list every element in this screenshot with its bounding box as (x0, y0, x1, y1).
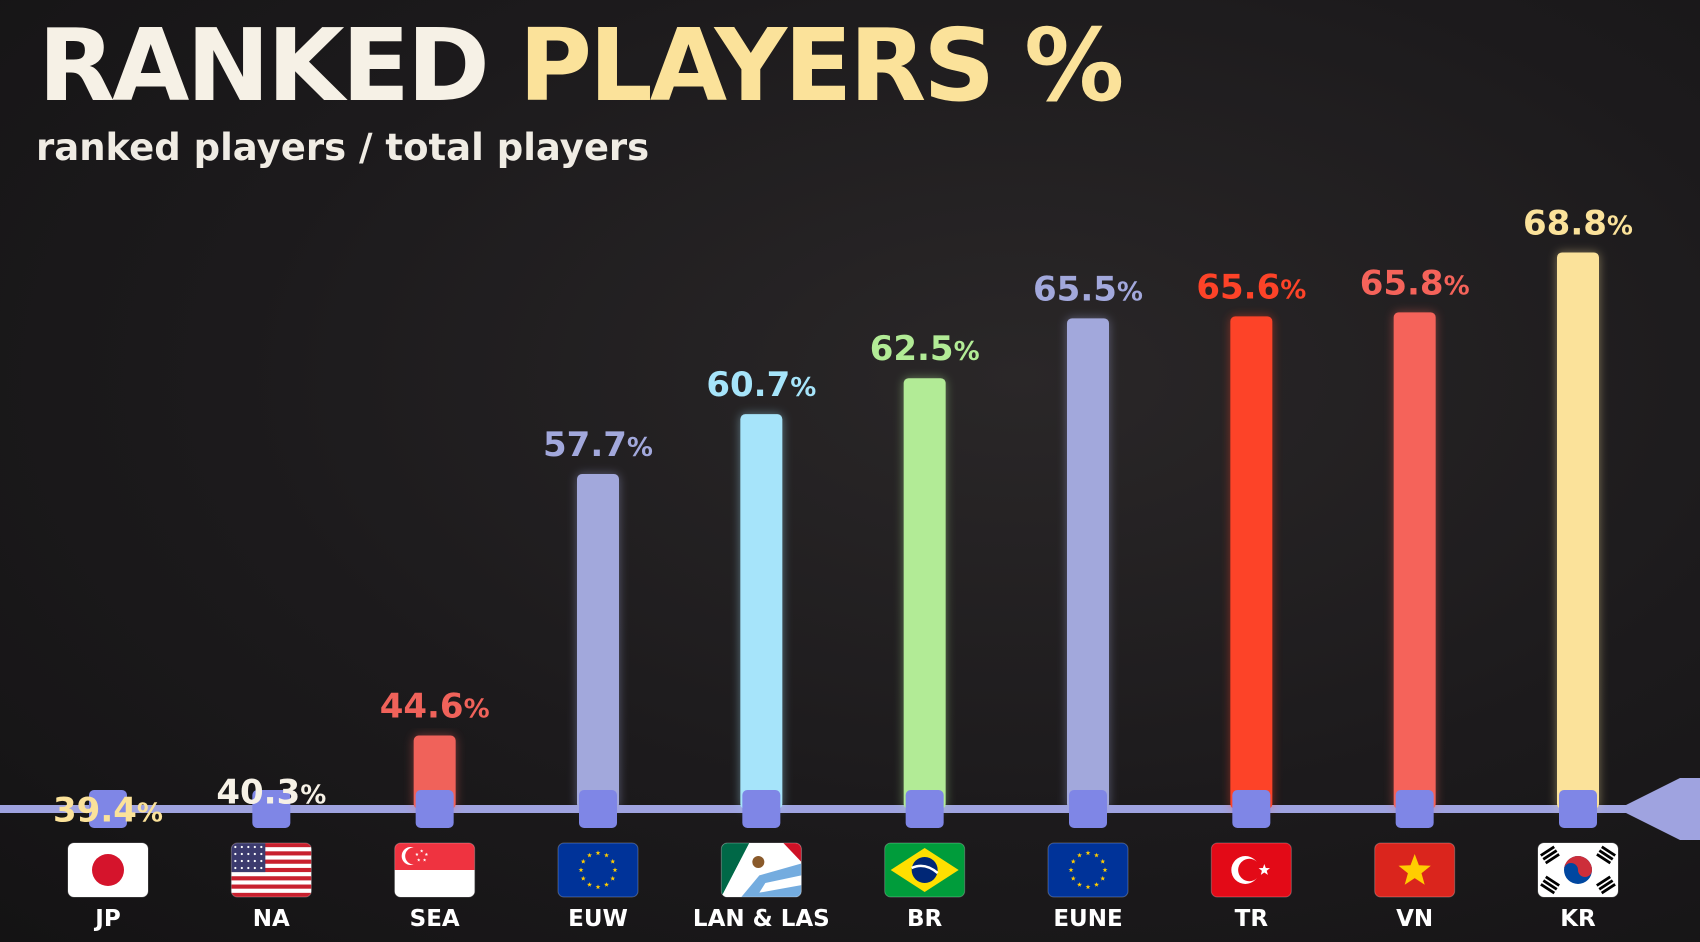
singapore-flag-icon (394, 842, 476, 898)
star-icon (580, 875, 586, 881)
bar-vn (1393, 312, 1436, 809)
bar-kr (1557, 252, 1599, 809)
brazil-flag-icon (884, 842, 966, 898)
star-icon (1100, 875, 1106, 881)
category-label: SEA (410, 906, 460, 932)
star-icon (578, 867, 584, 873)
category-label: BR (907, 906, 943, 932)
chart-title-part1: RANKED (38, 7, 490, 124)
value-label: 62.5% (870, 329, 980, 369)
axis-marker (89, 790, 127, 828)
x-axis-line (0, 805, 1640, 813)
bar-tr (1230, 316, 1273, 809)
star-icon (1068, 867, 1074, 873)
value-label: 65.8% (1360, 263, 1470, 303)
category-label: EUW (568, 906, 628, 932)
vietnam-flag-icon (1374, 842, 1456, 898)
star-icon (1070, 858, 1076, 864)
star-icon (587, 882, 592, 887)
star-icon (422, 858, 427, 862)
star-icon (424, 852, 429, 856)
category-label: KR (1560, 906, 1596, 932)
axis-marker (415, 790, 454, 828)
star-icon (595, 850, 601, 856)
star-icon (1102, 867, 1108, 873)
axis-marker (1069, 790, 1107, 828)
category-label: JP (93, 906, 120, 932)
south-korea-flag-icon (1537, 842, 1619, 898)
star-icon (1085, 884, 1091, 890)
axis-marker (579, 790, 617, 828)
star-icon (1398, 854, 1431, 885)
star-icon (1100, 858, 1106, 864)
turkey-flag-icon (1210, 842, 1292, 898)
star-icon (610, 858, 616, 864)
value-label: 40.3% (216, 772, 326, 812)
star-icon (610, 875, 616, 881)
bar-lan-las (740, 414, 783, 809)
star-icon (604, 852, 609, 858)
chart-subtitle: ranked players / total players (36, 126, 650, 169)
category-label: VN (1396, 906, 1433, 932)
bar-eune (1067, 318, 1109, 809)
star-icon (1094, 882, 1099, 887)
category-label: NA (253, 906, 290, 932)
chart-title-part2: PLAYERS % (518, 7, 1125, 124)
axis-marker (1232, 790, 1271, 828)
star-icon (1077, 882, 1082, 887)
eu-flag-icon (1047, 842, 1129, 898)
japan-flag-icon (67, 842, 149, 898)
bar-br (903, 378, 946, 809)
star-icon (417, 858, 421, 862)
category-label: LAN & LAS (693, 906, 830, 932)
star-icon (612, 867, 618, 873)
star-icon (1094, 852, 1099, 858)
chart-title: RANKED PLAYERS % (38, 6, 1125, 126)
star-icon (580, 858, 586, 864)
star-icon (420, 849, 424, 853)
star-icon (1085, 850, 1091, 856)
value-label: 57.7% (543, 425, 653, 465)
value-label: 44.6% (380, 686, 490, 726)
usa-flag-icon (230, 842, 312, 898)
axis-marker (742, 790, 781, 828)
axis-marker (252, 790, 291, 828)
star-icon (1077, 852, 1082, 858)
star-icon (604, 882, 609, 887)
value-label: 65.6% (1196, 267, 1306, 307)
bar-euw (577, 474, 619, 809)
value-label: 39.4% (53, 790, 163, 830)
category-label: TR (1235, 906, 1269, 932)
axis-arrow-icon (1618, 778, 1700, 840)
axis-marker (1559, 790, 1597, 828)
mexico-argentina-flag-icon (720, 842, 802, 898)
star-icon (595, 884, 601, 890)
category-label: EUNE (1053, 906, 1122, 932)
value-label: 68.8% (1523, 203, 1633, 243)
star-icon (415, 852, 419, 856)
axis-marker (905, 790, 944, 828)
value-label: 65.5% (1033, 269, 1143, 309)
axis-marker (1395, 790, 1434, 828)
star-icon (1070, 875, 1076, 881)
value-label: 60.7% (706, 365, 816, 405)
star-icon (1258, 864, 1270, 875)
eu-flag-icon (557, 842, 639, 898)
star-icon (587, 852, 592, 858)
